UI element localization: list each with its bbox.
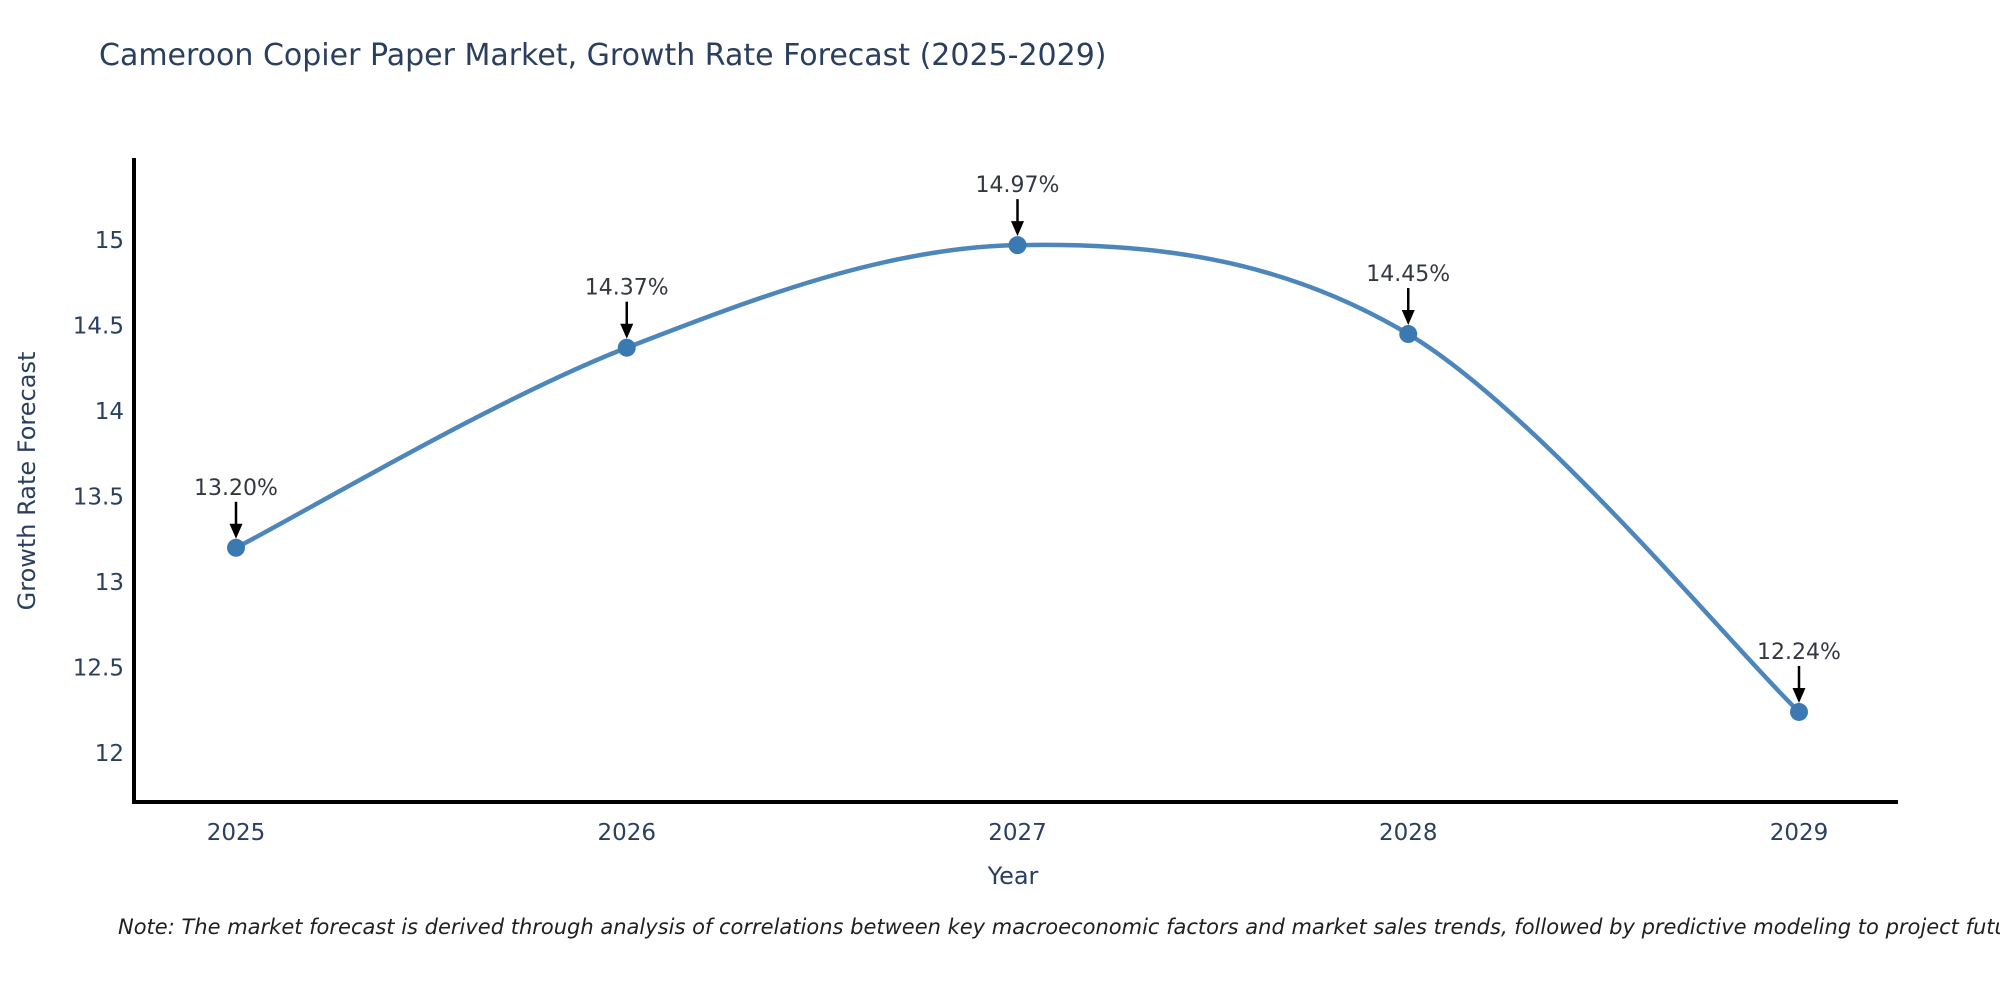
y-tick-label: 14.5 <box>73 314 124 340</box>
y-tick-label: 14 <box>95 399 124 425</box>
data-point-label: 14.37% <box>585 276 669 301</box>
data-point-label: 14.45% <box>1366 262 1450 287</box>
x-tick-label: 2027 <box>988 820 1047 846</box>
footnote: Note: The market forecast is derived thr… <box>118 915 2000 939</box>
y-tick-label: 13 <box>95 570 124 596</box>
data-point-label: 12.24% <box>1757 640 1841 665</box>
data-point-label: 14.97% <box>976 173 1060 198</box>
y-axis-title: Growth Rate Forecast <box>13 351 41 611</box>
data-point <box>1790 702 1808 721</box>
data-point <box>617 338 636 357</box>
x-tick-label: 2028 <box>1379 820 1438 846</box>
y-tick-label: 12 <box>95 741 124 767</box>
annotation-arrowhead <box>1011 221 1024 237</box>
x-tick-label: 2025 <box>207 820 266 846</box>
y-tick-label: 13.5 <box>73 485 124 511</box>
y-tick-label: 12.5 <box>73 656 124 682</box>
data-point-label: 13.20% <box>194 476 278 501</box>
data-point <box>1008 236 1027 255</box>
trend-line <box>234 242 1801 714</box>
annotation-arrowhead <box>229 523 243 539</box>
annotation-arrowhead <box>620 323 634 339</box>
x-tick-label: 2029 <box>1770 820 1829 846</box>
x-tick-label: 2026 <box>597 820 656 846</box>
data-point <box>227 538 245 557</box>
annotation-arrowhead <box>1401 310 1415 326</box>
x-axis-title: Year <box>987 862 1039 890</box>
y-tick-label: 15 <box>95 228 124 254</box>
annotation-arrowhead <box>1792 687 1806 703</box>
chart-title: Cameroon Copier Paper Market, Growth Rat… <box>99 38 1107 73</box>
data-point <box>1399 325 1418 344</box>
